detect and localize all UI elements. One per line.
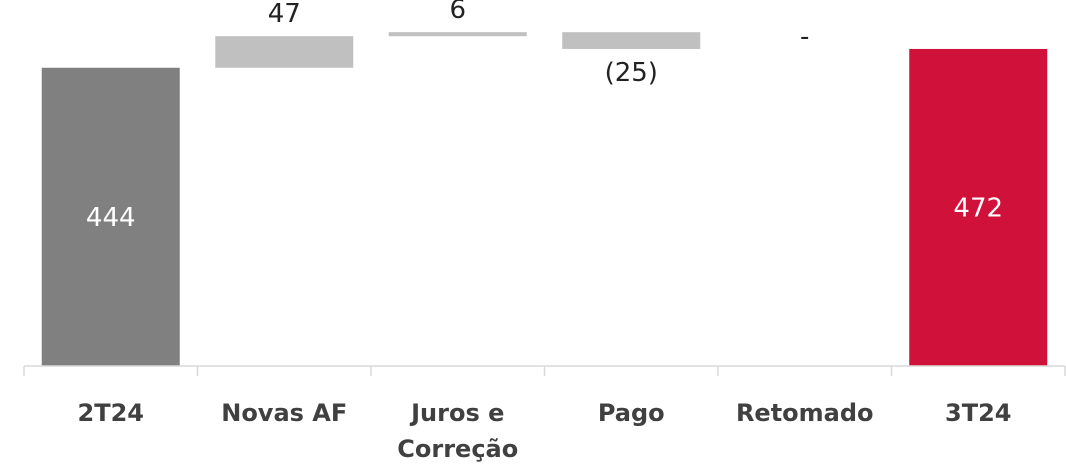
x-axis (23, 365, 1066, 376)
category-label-pago: Pago (598, 399, 665, 427)
bars-layer (41, 32, 1048, 366)
data-label-retomado: - (800, 22, 809, 52)
data-label-juros-e-correcao: 6 (449, 0, 466, 25)
category-label-2t24: 2T24 (78, 399, 144, 427)
data-label-2t24: 444 (86, 203, 136, 233)
category-label-juros-e-correcao: Juros e Correção (397, 399, 518, 463)
bar-novas-af (215, 36, 354, 68)
labels-layer: 444 2T24 47 Novas AF 6 Juros e Correção (25) Pag… (78, 0, 1012, 463)
bar-juros-e-correcao (388, 32, 527, 37)
category-label-novas-af: Novas AF (221, 399, 347, 427)
category-label-retomado: Retomado (736, 399, 874, 427)
data-label-3t24: 472 (953, 193, 1003, 223)
data-label-pago: (25) (605, 58, 658, 88)
data-label-novas-af: 47 (268, 0, 301, 29)
category-label-3t24: 3T24 (945, 399, 1011, 427)
bar-2t24 (41, 67, 180, 366)
bar-pago (562, 32, 701, 49)
bar-3t24 (909, 48, 1048, 366)
